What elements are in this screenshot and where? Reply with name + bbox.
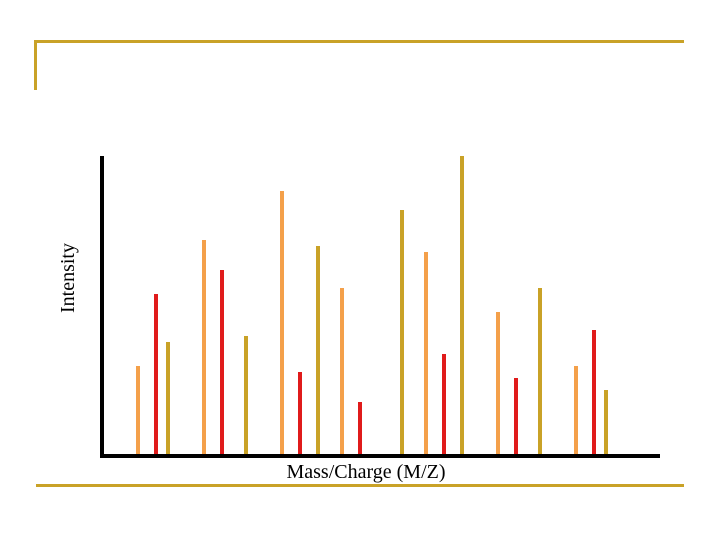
peaks-group <box>136 156 608 456</box>
x-axis-label: Mass/Charge (M/Z) <box>286 461 445 483</box>
frame-left-line <box>34 40 37 90</box>
frame-top-line <box>36 40 684 43</box>
frame-bottom-line <box>36 484 684 487</box>
y-axis-label: Intensity <box>57 243 79 313</box>
